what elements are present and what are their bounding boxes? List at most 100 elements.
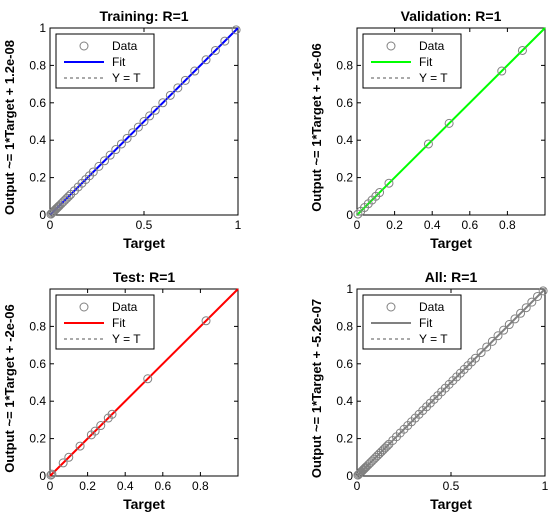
plot-title: Validation: R=1 [401,8,502,24]
data-point [353,209,363,219]
legend-data-marker [79,41,89,51]
y-tick-label: 0.6 [336,96,353,110]
data-point [64,452,74,462]
data-point [382,441,392,451]
plot-panel-1: 0 0.5 1 0 0.2 0.4 0.6 0.8 1 Training: R=1 Target Ou… [2,8,242,251]
y-tick-label: 0.8 [29,319,46,333]
data-point [444,118,454,128]
data-point [116,139,126,149]
y-tick-label: 0.2 [336,432,353,446]
data-point [47,469,57,479]
plot-title: Training: R=1 [99,8,188,24]
data-point [139,117,149,126]
data-point [487,336,497,346]
data-point [46,470,56,480]
data-point [499,325,509,335]
y-axis-label: Output ~= 1*Target + -2e-06 [2,304,17,472]
data-point [133,122,143,132]
data-point [516,308,526,318]
data-point [521,303,531,313]
data-point [504,320,514,330]
legend-label: Fit [419,316,433,330]
x-tick-label: 1 [542,479,549,493]
plot-title: Test: R=1 [113,269,176,285]
data-point [423,139,433,149]
plot-panel-2: 0 0.2 0.4 0.6 0.8 0 0.2 0.4 0.6 0.8 Validation: R=… [309,8,546,251]
x-axis-label: Target [123,235,165,251]
x-tick-label: 0.6 [154,479,171,493]
y-tick-label: 0 [346,208,353,222]
data-point [96,421,106,431]
data-point [517,45,527,55]
data-point [145,111,155,121]
data-point [360,463,370,473]
data-point [52,203,62,213]
legend-label: Data [419,39,445,53]
legend-label: Y = T [419,71,448,85]
legend-label: Fit [419,55,433,69]
data-point [510,314,520,324]
x-tick-label: 0.4 [424,218,441,232]
y-tick-label: 0.4 [336,394,353,408]
data-point [53,202,63,212]
data-point [150,105,160,115]
data-point [158,98,168,108]
legend-label: Y = T [419,332,448,346]
x-tick-label: 0 [47,479,54,493]
plot-title: All: R=1 [425,269,478,285]
data-point [88,167,98,177]
y-tick-label: 0.4 [29,394,46,408]
data-point [384,178,394,188]
legend-data-marker [79,302,89,312]
y-tick-label: 0.2 [29,432,46,446]
x-tick-label: 0 [354,218,361,232]
plot-panel-3: 0 0.2 0.4 0.6 0.8 0 0.2 0.4 0.6 0.8 Test: R=1 Targe… [2,269,239,512]
x-tick-label: 0.8 [192,479,209,493]
data-point [231,25,241,35]
data-point [58,458,68,468]
legend: Data Fit Y = T [55,33,155,89]
data-point [482,342,492,352]
data-point [105,150,115,160]
x-tick-label: 0.2 [79,479,96,493]
y-tick-label: 0.4 [29,133,46,147]
legend-label: Data [419,300,445,314]
y-tick-label: 1 [346,282,353,296]
y-tick-label: 0.8 [29,58,46,72]
data-point [201,55,211,65]
data-point [90,426,100,436]
y-tick-label: 0.6 [29,357,46,371]
data-point [532,291,542,301]
data-point [493,331,503,341]
legend-label: Data [112,300,138,314]
data-point [359,464,369,474]
x-tick-label: 0.5 [443,479,460,493]
legend: Data Fit Y = T [362,33,462,89]
x-tick-label: 0.8 [499,218,516,232]
legend-label: Y = T [112,332,141,346]
y-axis-label: Output ~= 1*Target + 1.2e-08 [2,40,17,215]
data-point [497,66,507,76]
data-point [173,83,183,93]
y-tick-label: 0 [39,469,46,483]
x-axis-label: Target [430,235,472,251]
y-axis-label: Output ~= 1*Target + -1e-06 [309,43,324,211]
y-tick-label: 0.6 [29,96,46,110]
data-point [107,409,117,419]
legend-label: Fit [112,316,126,330]
data-point [180,75,190,85]
fit-line [356,27,546,216]
data-point [128,128,138,138]
fit-line [49,288,239,477]
y-tick-label: 0.2 [29,171,46,185]
plot-panel-4: 0 0.5 1 0 0.2 0.4 0.6 0.8 1 All: R=1 Target Output … [309,269,549,512]
y-tick-label: 0.6 [336,357,353,371]
data-point [100,156,110,166]
data-point [111,145,121,155]
data-point [476,348,486,358]
y-tick-label: 1 [39,21,46,35]
legend-data-marker [386,302,396,312]
data-point [94,161,104,171]
y-tick-label: 0.4 [336,133,353,147]
data-point [220,36,230,46]
